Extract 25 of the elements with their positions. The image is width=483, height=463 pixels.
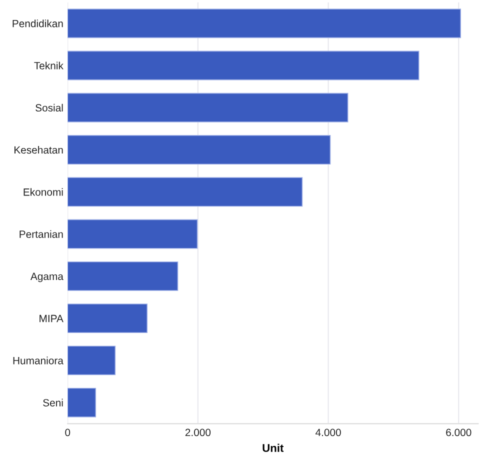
y-tick-label: Teknik (34, 62, 64, 70)
bar (68, 346, 116, 376)
y-tick-label: MIPA (40, 314, 64, 322)
x-tick-label: 6.000 (446, 428, 472, 436)
y-tick-label: Agama (30, 272, 64, 282)
y-tick-label: Ekonomi (24, 188, 63, 196)
y-tick-label: Kesehatan (14, 146, 63, 154)
y-tick-label: Sosial (36, 104, 63, 112)
bar (68, 219, 198, 249)
x-tick-label: 2.000 (185, 428, 211, 436)
bar (68, 261, 178, 291)
x-tick-label: 0 (65, 428, 70, 436)
bar (68, 304, 148, 334)
y-tick-label: Humaniora (13, 356, 64, 364)
y-tick-label: Pertanian (20, 230, 63, 238)
bar (68, 92, 348, 122)
y-tick-label: Pendidikan (12, 20, 63, 28)
bar (68, 135, 331, 165)
y-tick-label: Seni (43, 398, 63, 406)
bar (68, 388, 96, 418)
bar (68, 8, 461, 38)
bar (68, 50, 420, 80)
x-axis-title: Unit (262, 444, 284, 452)
bar (68, 177, 303, 207)
x-tick-label: 4.000 (315, 428, 341, 436)
